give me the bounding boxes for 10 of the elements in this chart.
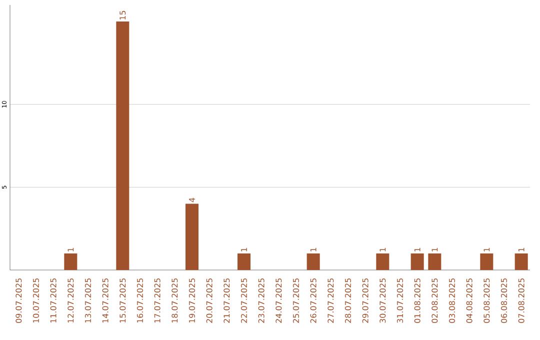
bar	[376, 253, 390, 270]
bar	[306, 253, 320, 270]
bar	[116, 22, 130, 270]
bar	[428, 253, 442, 270]
bar	[514, 253, 528, 270]
bar	[186, 204, 198, 270]
bar	[64, 253, 78, 270]
bar	[480, 253, 494, 270]
bar	[410, 253, 424, 270]
bar	[238, 253, 250, 270]
